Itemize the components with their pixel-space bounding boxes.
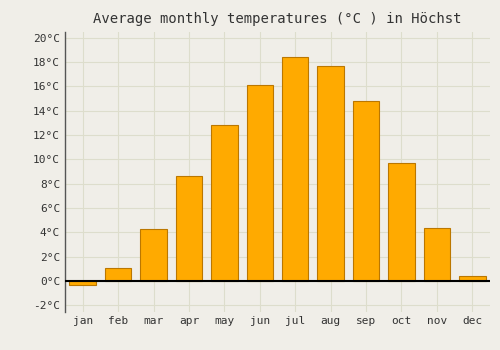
Bar (70, 281, 96, 285)
Bar (388, 163, 414, 281)
Bar (246, 85, 273, 281)
Bar (105, 268, 132, 281)
Title: Average monthly temperatures (°C ) in Höchst: Average monthly temperatures (°C ) in Hö… (93, 12, 462, 26)
Bar (424, 228, 450, 281)
Bar (211, 125, 238, 281)
Bar (459, 276, 485, 281)
Bar (318, 65, 344, 281)
Bar (176, 176, 202, 281)
Bar (140, 229, 167, 281)
Bar (353, 101, 380, 281)
Bar (282, 57, 308, 281)
